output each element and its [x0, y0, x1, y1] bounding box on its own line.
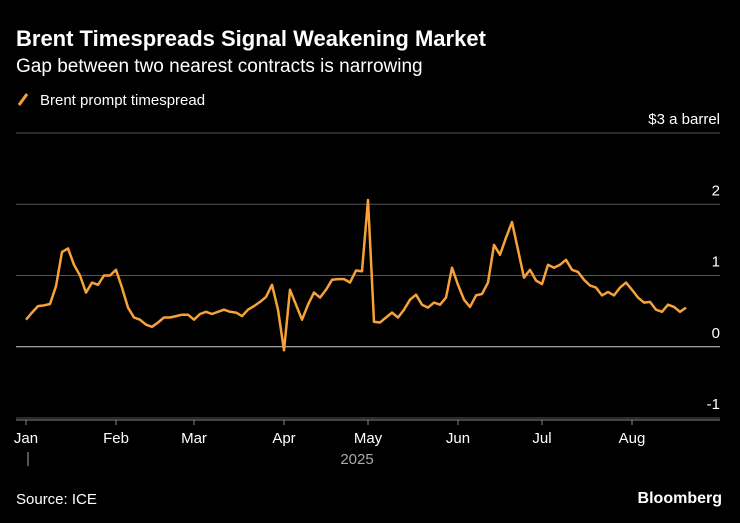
x-tick-label: Apr	[272, 430, 295, 447]
x-tick-label: Jun	[446, 430, 470, 447]
chart-title: Brent Timespreads Signal Weakening Marke…	[16, 26, 487, 51]
x-tick-label: Feb	[103, 430, 129, 447]
y-tick-label: 0	[712, 325, 720, 342]
source: Source: ICE	[16, 491, 97, 508]
x-axis-label: 2025	[340, 451, 373, 468]
legend-swatch	[17, 93, 29, 106]
y-tick-label: -1	[707, 396, 720, 413]
x-tick-label: Jul	[532, 430, 551, 447]
y-tick-label: 2	[712, 182, 720, 199]
chart-subtitle: Gap between two nearest contracts is nar…	[16, 56, 423, 77]
x-tick-label: Mar	[181, 430, 207, 447]
legend-label: Brent prompt timespread	[40, 92, 205, 109]
y-tick-label: 1	[712, 254, 720, 271]
x-tick-label: Aug	[619, 430, 646, 447]
x-tick-label: May	[354, 430, 383, 447]
brand: Bloomberg	[638, 490, 722, 507]
y-tick-label: $3 a barrel	[648, 111, 720, 128]
data-line	[25, 198, 687, 352]
x-tick-label: Jan	[14, 430, 38, 447]
